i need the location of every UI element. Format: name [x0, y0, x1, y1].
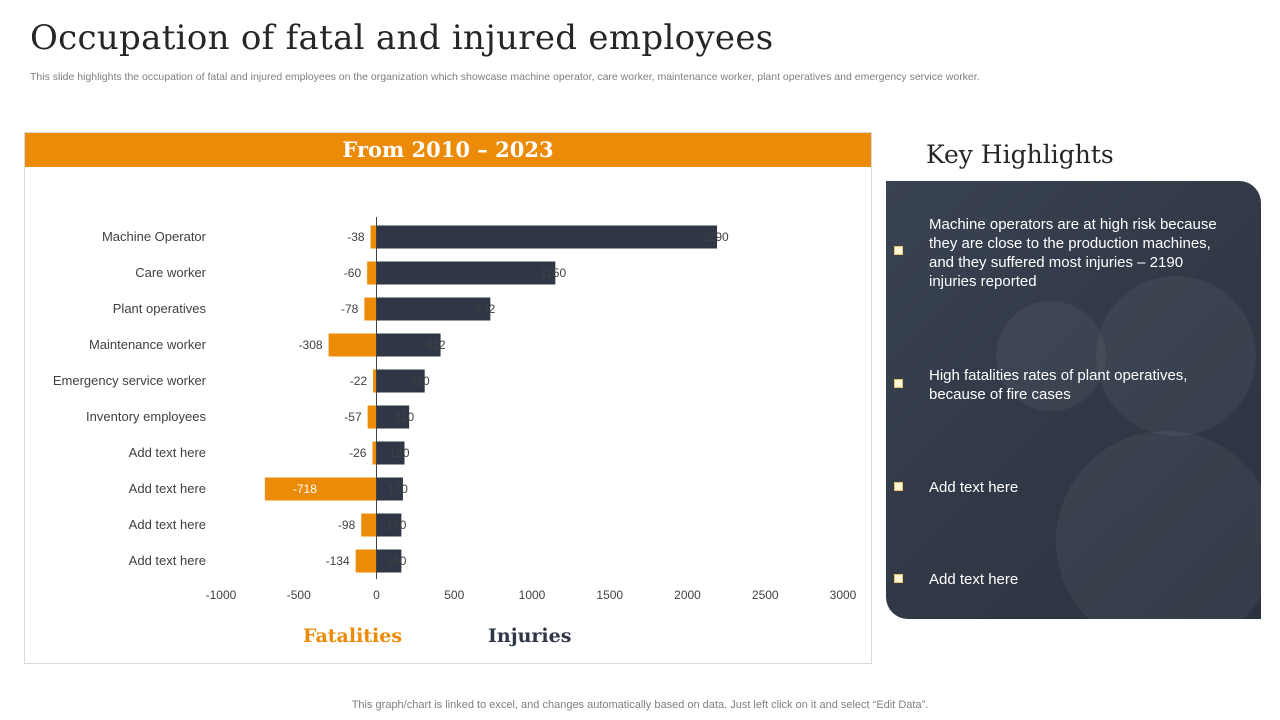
- category-label: Plant operatives: [113, 301, 207, 316]
- injuries-bar[interactable]: [376, 333, 441, 357]
- highlight-text: Machine operators are at high risk becau…: [929, 216, 1217, 290]
- injuries-data-label: 160: [386, 554, 406, 568]
- category-label: Add text here: [129, 553, 206, 568]
- fatalities-bar[interactable]: [370, 225, 377, 249]
- category-label: Maintenance worker: [89, 337, 207, 352]
- category-label: Add text here: [129, 517, 206, 532]
- injuries-bar[interactable]: [376, 549, 402, 573]
- injuries-data-label: 170: [388, 482, 408, 496]
- injuries-bar[interactable]: [376, 225, 718, 249]
- injuries-data-label: 180: [389, 446, 409, 460]
- fatalities-data-label: -78: [341, 302, 359, 316]
- square-bullet-icon: [894, 574, 903, 583]
- category-label: Machine Operator: [102, 229, 207, 244]
- footer-note: This graph/chart is linked to excel, and…: [351, 699, 929, 711]
- legend-fatalities: Fatalities: [303, 625, 402, 647]
- fatalities-data-label: -38: [347, 230, 365, 244]
- category-label: Add text here: [129, 481, 206, 496]
- injuries-bar[interactable]: [376, 477, 403, 501]
- key-highlights-panel: Machine operators are at high risk becau…: [886, 181, 1261, 619]
- injuries-data-label: 732: [475, 302, 495, 316]
- fatalities-data-label: -26: [349, 446, 367, 460]
- category-label: Emergency service worker: [53, 373, 207, 388]
- injuries-data-label: 412: [426, 338, 446, 352]
- category-label: Care worker: [135, 265, 206, 280]
- fatalities-data-label: -98: [338, 518, 356, 532]
- injuries-bar[interactable]: [376, 369, 425, 393]
- key-highlights-title: Key Highlights: [926, 140, 1114, 169]
- x-tick-label: -500: [287, 588, 311, 602]
- injuries-bar[interactable]: [376, 441, 405, 465]
- chart-header: From 2010 – 2023: [25, 133, 871, 167]
- highlight-text: Add text here: [929, 479, 1019, 496]
- fatalities-data-label: -308: [299, 338, 323, 352]
- page-title: Occupation of fatal and injured employee…: [30, 18, 774, 58]
- x-tick-label: 2500: [752, 588, 779, 602]
- x-tick-label: -1000: [206, 588, 237, 602]
- injuries-bar[interactable]: [376, 405, 410, 429]
- injuries-bar[interactable]: [376, 261, 556, 285]
- x-tick-label: 3000: [830, 588, 857, 602]
- injuries-data-label: 1150: [540, 266, 566, 280]
- injuries-data-label: 310: [410, 374, 430, 388]
- injuries-data-label: 160: [386, 518, 406, 532]
- square-bullet-icon: [894, 482, 903, 491]
- legend-injuries: Injuries: [488, 625, 571, 647]
- fatalities-data-label: -22: [350, 374, 368, 388]
- fatalities-bar[interactable]: [372, 441, 377, 465]
- injuries-data-label: 210: [394, 410, 414, 424]
- category-label: Add text here: [129, 445, 206, 460]
- fatalities-data-label: -718: [293, 482, 317, 496]
- x-tick-label: 2000: [674, 588, 701, 602]
- x-tick-label: 1500: [596, 588, 623, 602]
- injuries-bar[interactable]: [376, 297, 491, 321]
- injuries-bar[interactable]: [376, 513, 402, 537]
- bar-chart[interactable]: Machine Operator -38 2190 Care worker -60 115…: [25, 133, 871, 663]
- fatalities-bar[interactable]: [367, 405, 377, 429]
- highlight-text: Add text here: [929, 571, 1019, 588]
- square-bullet-icon: [894, 246, 903, 255]
- category-label: Inventory employees: [86, 409, 206, 424]
- fatalities-bar[interactable]: [328, 333, 377, 357]
- chart-container[interactable]: From 2010 – 2023 Machine Operator -38 2190…: [24, 132, 872, 664]
- fatalities-bar[interactable]: [373, 369, 377, 393]
- fatalities-bar[interactable]: [364, 297, 377, 321]
- fatalities-data-label: -60: [344, 266, 362, 280]
- fatalities-bar[interactable]: [361, 513, 377, 537]
- fatalities-bar[interactable]: [264, 477, 377, 501]
- injuries-data-label: 2190: [702, 230, 729, 244]
- page-subtitle: This slide highlights the occupation of …: [30, 71, 980, 83]
- x-tick-label: 0: [373, 588, 380, 602]
- fatalities-data-label: -134: [326, 554, 350, 568]
- x-tick-label: 500: [444, 588, 464, 602]
- highlight-text: High fatalities rates of plant operative…: [929, 367, 1188, 403]
- fatalities-data-label: -57: [344, 410, 362, 424]
- fatalities-bar[interactable]: [355, 549, 377, 573]
- x-tick-label: 1000: [519, 588, 546, 602]
- fatalities-bar[interactable]: [367, 261, 377, 285]
- square-bullet-icon: [894, 379, 903, 388]
